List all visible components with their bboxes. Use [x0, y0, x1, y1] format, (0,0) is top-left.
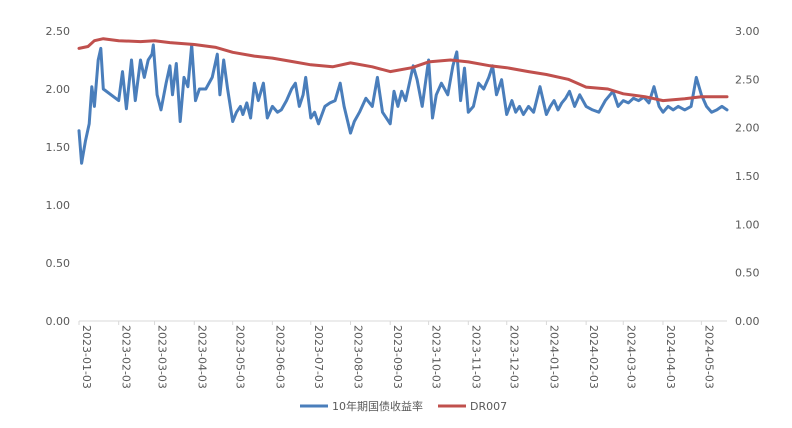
series-group: [77, 37, 729, 165]
left-y-tick-label: 1.50: [46, 141, 71, 154]
x-tick-label: 2024-05-03: [702, 325, 715, 389]
x-tick-label: 2023-09-03: [391, 325, 404, 389]
x-tick-label: 2023-11-03: [469, 325, 482, 389]
right-y-tick-label: 1.00: [735, 218, 760, 231]
x-tick-label: 2023-12-03: [508, 325, 521, 389]
right-y-tick-label: 0.00: [735, 315, 760, 328]
left-y-tick-label: 2.50: [46, 25, 71, 38]
x-tick-label: 2024-03-03: [624, 325, 637, 389]
x-tick-label: 2023-03-03: [156, 325, 169, 389]
left-y-tick-label: 0.50: [46, 257, 71, 270]
x-tick-label: 2023-08-03: [351, 325, 364, 389]
x-tick-label: 2024-02-03: [587, 325, 600, 389]
right-y-tick-label: 3.00: [735, 25, 760, 38]
legend-label: 10年期国债收益率: [332, 399, 423, 413]
left-y-tick-label: 2.00: [46, 83, 71, 96]
right-y-tick-label: 0.50: [735, 267, 760, 280]
right-y-tick-label: 2.50: [735, 73, 760, 86]
x-axis-ticks: 2023-01-03 2023-02-03 2023-03-03 2023-04-03…: [78, 321, 715, 389]
right-y-tick-label: 1.50: [735, 170, 760, 183]
x-tick-label: 2023-04-03: [195, 325, 208, 389]
x-tick-label: 2023-05-03: [234, 325, 247, 389]
series-line-dr007: [77, 37, 729, 103]
legend-label: DR007: [470, 400, 507, 413]
x-tick-label: 2024-04-03: [664, 325, 677, 389]
left-y-tick-label: 0.00: [46, 315, 71, 328]
right-y-axis-ticks: 0.00 0.50 1.00 1.50 2.00 2.50 3.00: [735, 25, 760, 328]
x-tick-label: 2024-01-03: [547, 325, 560, 389]
x-tick-label: 2023-01-03: [80, 325, 93, 389]
left-y-axis-ticks: 0.00 0.50 1.00 1.50 2.00 2.50: [46, 25, 71, 328]
left-y-tick-label: 1.00: [46, 199, 71, 212]
right-y-tick-label: 2.00: [735, 122, 760, 135]
legend: 10年期国债收益率 DR007: [300, 399, 507, 413]
x-tick-label: 2023-02-03: [120, 325, 133, 389]
x-tick-label: 2023-06-03: [273, 325, 286, 389]
x-tick-label: 2023-07-03: [312, 325, 325, 389]
series-line-bond-yield: [77, 43, 729, 165]
x-tick-label: 2023-10-03: [430, 325, 443, 389]
